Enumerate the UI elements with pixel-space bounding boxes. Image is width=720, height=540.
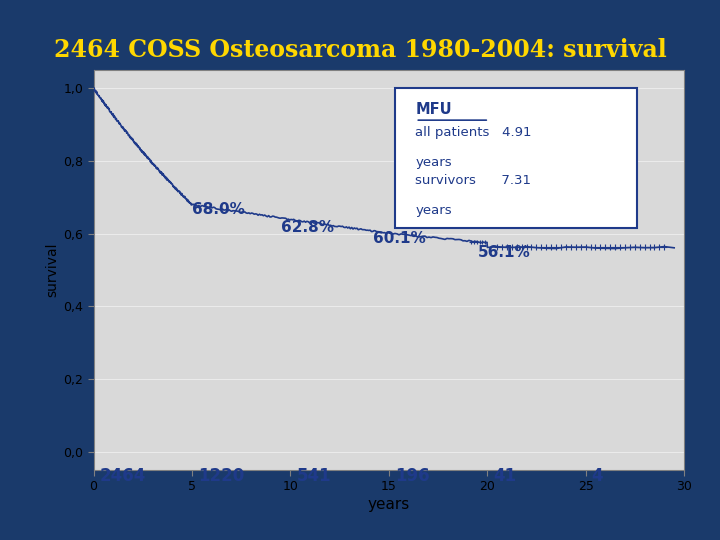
Text: 68.0%: 68.0% <box>192 202 245 217</box>
Text: 2464: 2464 <box>99 467 146 485</box>
Text: years: years <box>415 204 452 217</box>
Text: survivors      7.31: survivors 7.31 <box>415 174 531 187</box>
Text: 541: 541 <box>297 467 331 485</box>
Text: 4: 4 <box>592 467 603 485</box>
FancyBboxPatch shape <box>395 88 636 228</box>
Text: 1220: 1220 <box>198 467 244 485</box>
Text: 41: 41 <box>493 467 516 485</box>
Text: 56.1%: 56.1% <box>477 245 530 260</box>
X-axis label: years: years <box>368 497 410 512</box>
Text: MFU: MFU <box>415 102 452 117</box>
Text: 2464 COSS Osteosarcoma 1980-2004: survival: 2464 COSS Osteosarcoma 1980-2004: surviv… <box>53 38 667 62</box>
Text: 60.1%: 60.1% <box>373 231 426 246</box>
Text: 62.8%: 62.8% <box>281 220 333 235</box>
Text: 196: 196 <box>395 467 429 485</box>
Text: all patients   4.91: all patients 4.91 <box>415 126 532 139</box>
Y-axis label: survival: survival <box>45 243 59 297</box>
Text: years: years <box>415 156 452 169</box>
